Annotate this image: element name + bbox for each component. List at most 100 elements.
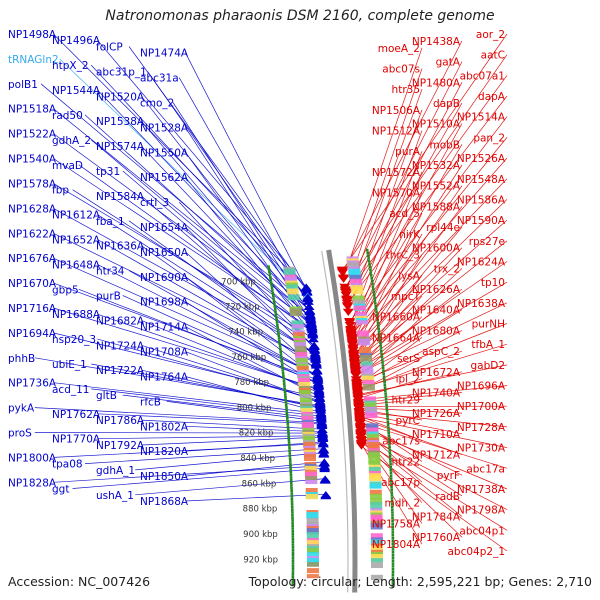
label-connector xyxy=(185,52,308,291)
forward-gene-label: NP1694A xyxy=(8,328,57,340)
forward-gene-label: NP1708A xyxy=(140,347,189,359)
track-dot xyxy=(268,273,272,276)
feature-block xyxy=(353,299,366,306)
track-dot xyxy=(271,289,274,292)
reverse-gene-label: abc04p1 xyxy=(459,525,505,537)
forward-gene-arrow xyxy=(311,367,323,375)
track-dot xyxy=(272,299,276,303)
track-dot xyxy=(366,254,370,257)
track-dot xyxy=(379,347,383,350)
forward-gene-label: NP1722A xyxy=(96,365,145,377)
reverse-gene-label: NP1700A xyxy=(457,401,506,413)
track-dot xyxy=(284,401,288,404)
label-connector xyxy=(346,82,463,300)
track-dot xyxy=(384,395,388,398)
track-dot xyxy=(269,281,273,284)
reverse-gene-label: abc17a xyxy=(466,463,505,475)
track-dot xyxy=(387,431,390,435)
reverse-gene-label: mpcT xyxy=(391,291,421,303)
map-title: Natronomonas pharaonis DSM 2160, complet… xyxy=(105,8,495,24)
track-dot xyxy=(378,333,381,336)
track-dot xyxy=(386,414,389,418)
track-dot xyxy=(274,310,277,314)
track-dot xyxy=(389,474,393,477)
feature-block xyxy=(370,498,383,505)
reverse-gene-label: purA xyxy=(395,146,421,158)
tick-label: 740 kbp xyxy=(228,328,263,338)
reverse-gene-label: NP1438A xyxy=(412,36,461,48)
track-dot xyxy=(286,419,289,423)
reverse-gene-label: mdh_2 xyxy=(385,498,420,510)
track-dot xyxy=(291,551,295,554)
reverse-gene-label: NP1740A xyxy=(412,388,461,400)
track-dot xyxy=(391,553,395,557)
feature-block xyxy=(366,427,379,433)
track-dot xyxy=(291,513,294,517)
label-connector xyxy=(34,432,323,434)
tick-label: 780 kbp xyxy=(234,378,269,388)
feature-block xyxy=(347,262,360,269)
label-connector xyxy=(355,281,508,372)
track-dot xyxy=(279,350,282,353)
track-dot xyxy=(287,438,291,442)
track-dot xyxy=(381,364,385,367)
feature-block xyxy=(304,453,316,461)
reverse-gene-label: NP1672A xyxy=(412,367,461,379)
reverse-gene-label: purNH xyxy=(472,319,505,331)
feature-block xyxy=(348,270,361,278)
reverse-gene-label: NP1586A xyxy=(457,194,506,206)
label-connector xyxy=(360,439,508,531)
forward-gene-label: NP1714A xyxy=(140,322,189,334)
track-dot xyxy=(291,556,295,560)
track-dot xyxy=(283,390,287,394)
track-dot xyxy=(373,299,377,302)
forward-gene-label: NP1724A xyxy=(96,340,145,352)
reverse-gene-label: nirK xyxy=(399,229,421,241)
track-dot xyxy=(291,572,295,576)
track-dot xyxy=(391,565,395,568)
label-connector xyxy=(185,326,320,398)
feature-block xyxy=(370,522,383,530)
label-connector xyxy=(84,114,311,318)
feature-block xyxy=(370,502,383,510)
track-dot xyxy=(273,305,277,308)
reverse-gene-label: aatC xyxy=(481,50,505,62)
track-dot xyxy=(270,286,274,290)
label-connector xyxy=(347,102,463,307)
feature-block xyxy=(354,311,367,316)
track-dot xyxy=(385,403,388,407)
forward-gene-label: NP1574A xyxy=(96,141,145,153)
label-connector xyxy=(351,164,463,337)
track-dot xyxy=(391,556,395,560)
forward-gene-arrow xyxy=(307,331,319,339)
label-connector xyxy=(359,422,508,469)
forward-gene-label: gdhA_2 xyxy=(52,135,91,147)
forward-gene-arrow xyxy=(307,335,319,343)
forward-gene-label: ggt xyxy=(52,484,69,496)
forward-gene-label: ushA_1 xyxy=(96,490,134,502)
feature-block xyxy=(307,552,319,557)
track-dot xyxy=(281,371,285,375)
track-dot xyxy=(391,576,395,580)
feature-block xyxy=(298,378,310,383)
forward-gene-label: NP1528A xyxy=(140,122,189,134)
reverse-gene-label: abc04p2_1 xyxy=(447,546,505,558)
track-dot xyxy=(391,514,394,517)
track-dot xyxy=(375,316,379,319)
reverse-gene-label: NP1680A xyxy=(412,325,461,337)
feature-block xyxy=(306,540,319,548)
track-dot xyxy=(285,409,288,412)
reverse-gene-label: pyrC xyxy=(395,415,420,427)
track-dot xyxy=(290,489,293,493)
label-connector xyxy=(358,411,508,428)
track-dot xyxy=(284,403,288,407)
reverse-gene-label: NP1738A xyxy=(457,484,506,496)
label-connector xyxy=(345,75,508,296)
feature-block xyxy=(369,493,382,500)
track-dot xyxy=(291,583,295,587)
feature-block xyxy=(292,332,305,338)
track-dot xyxy=(282,379,286,383)
track-dot xyxy=(388,448,392,452)
forward-gene-label: NP1520A xyxy=(96,91,145,103)
forward-gene-label: htr34 xyxy=(96,266,125,278)
